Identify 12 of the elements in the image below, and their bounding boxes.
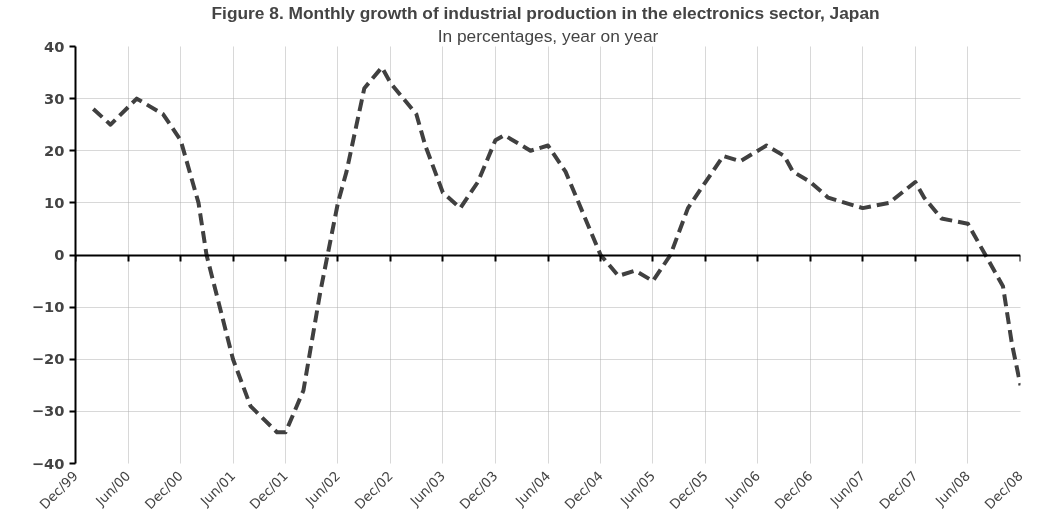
chart-subtitle: In percentages, year on year [437,25,659,46]
y-tick-label: −40 [31,454,65,472]
y-tick-label: 20 [44,141,65,159]
y-tick-label: −30 [31,402,65,420]
chart-title: Figure 8. Monthly growth of industrial production in the electronics sector, Japan [211,2,880,23]
y-tick-label: −10 [31,298,65,316]
y-tick-label: 10 [44,193,65,211]
y-tick-label: 40 [44,37,65,55]
y-tick-label: 30 [44,89,65,107]
line-series [91,65,1021,435]
y-tick-label: 0 [54,246,65,263]
y-tick-label: −20 [31,350,65,368]
